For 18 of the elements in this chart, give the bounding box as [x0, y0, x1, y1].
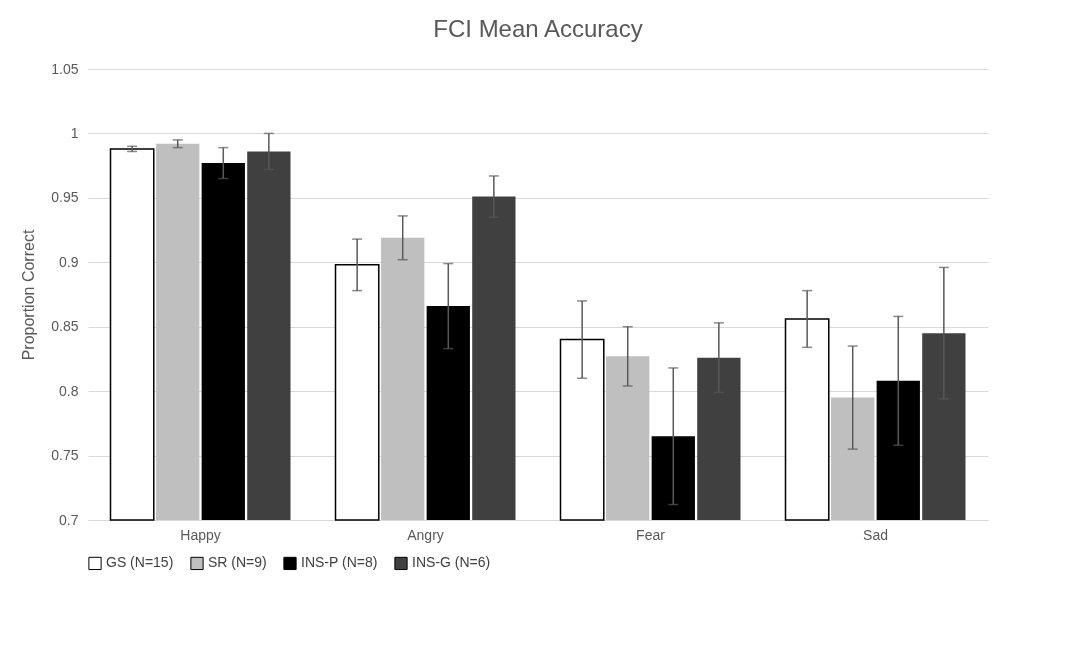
y-tick-label: 0.7 [59, 511, 79, 528]
y-tick-label: 1.05 [51, 60, 79, 77]
y-tick-label: 0.8 [59, 382, 79, 399]
x-tick-label: Angry [407, 526, 444, 543]
legend-label: INS-P (N=8) [301, 554, 378, 571]
y-tick-label: 0.9 [59, 253, 79, 270]
y-tick-label: 0.85 [51, 318, 79, 335]
legend-label: SR (N=9) [208, 554, 267, 571]
y-axis-title: Proportion Correct [20, 229, 38, 361]
y-tick-label: 0.75 [51, 447, 79, 464]
x-tick-label: Fear [636, 526, 666, 543]
y-tick-label: 1 [70, 124, 79, 141]
x-tick-label: Sad [863, 526, 888, 543]
legend-label: INS-G (N=6) [412, 554, 491, 571]
y-tick-label: 0.95 [51, 189, 79, 206]
chart-title: FCI Mean Accuracy [433, 15, 643, 42]
x-tick-label: Happy [180, 526, 221, 543]
legend-label: GS (N=15) [106, 554, 174, 571]
